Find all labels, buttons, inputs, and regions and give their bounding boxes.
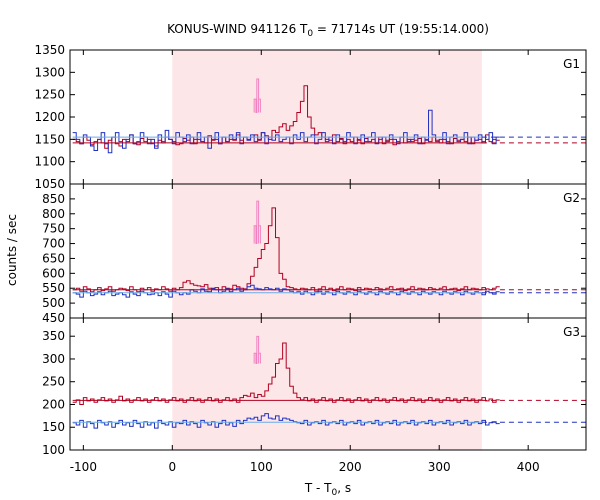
panel-label: G3 bbox=[563, 325, 580, 339]
panel-label: G1 bbox=[563, 57, 580, 71]
shaded-interval bbox=[172, 184, 482, 318]
y-tick-label: 350 bbox=[42, 329, 65, 343]
x-tick-label: 400 bbox=[517, 460, 540, 474]
y-tick-label: 500 bbox=[42, 296, 65, 310]
y-tick-label: 800 bbox=[42, 207, 65, 221]
series-line-red bbox=[72, 342, 500, 405]
peak-overlay bbox=[253, 78, 261, 114]
y-tick-label: 600 bbox=[42, 266, 65, 280]
y-tick-label: 550 bbox=[42, 281, 65, 295]
series-line-blue bbox=[72, 109, 500, 154]
panels-group: 1050110011501200125013001350G14505005506… bbox=[34, 43, 587, 474]
y-tick-label: 850 bbox=[42, 192, 65, 206]
x-axis-label-main: T - T bbox=[304, 481, 332, 495]
y-tick-label: 1250 bbox=[34, 88, 65, 102]
y-tick-label: 100 bbox=[42, 443, 65, 457]
y-tick-label: 1100 bbox=[34, 155, 65, 169]
x-tick-label: 200 bbox=[339, 460, 362, 474]
chart-title-subscript: 0 bbox=[307, 29, 313, 39]
y-tick-label: 300 bbox=[42, 352, 65, 366]
y-tick-label: 450 bbox=[42, 311, 65, 325]
y-tick-label: 1300 bbox=[34, 65, 65, 79]
peak-overlay bbox=[253, 200, 261, 245]
x-tick-label: 300 bbox=[428, 460, 451, 474]
x-tick-label: 100 bbox=[250, 460, 273, 474]
y-tick-label: 750 bbox=[42, 222, 65, 236]
y-tick-label: 1200 bbox=[34, 110, 65, 124]
shaded-interval bbox=[172, 50, 482, 184]
chart-title-main: KONUS-WIND 941126 T bbox=[167, 22, 308, 36]
x-tick-label: -100 bbox=[70, 460, 97, 474]
x-tick-label: 0 bbox=[168, 460, 176, 474]
y-tick-label: 150 bbox=[42, 420, 65, 434]
shaded-interval bbox=[172, 318, 482, 450]
x-axis-label: T - T0, s bbox=[304, 481, 351, 498]
panel-frame bbox=[69, 317, 587, 451]
chart-title: KONUS-WIND 941126 T0 = 71714s UT (19:55:… bbox=[167, 22, 489, 39]
y-tick-label: 700 bbox=[42, 237, 65, 251]
y-tick-label: 200 bbox=[42, 397, 65, 411]
y-tick-label: 1350 bbox=[34, 43, 65, 57]
y-axis-label: counts / sec bbox=[5, 214, 19, 286]
y-tick-label: 1050 bbox=[34, 177, 65, 191]
panel-label: G2 bbox=[563, 191, 580, 205]
y-tick-label: 650 bbox=[42, 251, 65, 265]
y-tick-label: 1150 bbox=[34, 132, 65, 146]
chart-title-rest: = 71714s UT (19:55:14.000) bbox=[313, 22, 489, 36]
x-axis-label-rest: , s bbox=[337, 481, 351, 495]
peak-overlay bbox=[253, 335, 261, 365]
y-tick-label: 250 bbox=[42, 375, 65, 389]
x-axis-label-subscript: 0 bbox=[332, 488, 338, 498]
